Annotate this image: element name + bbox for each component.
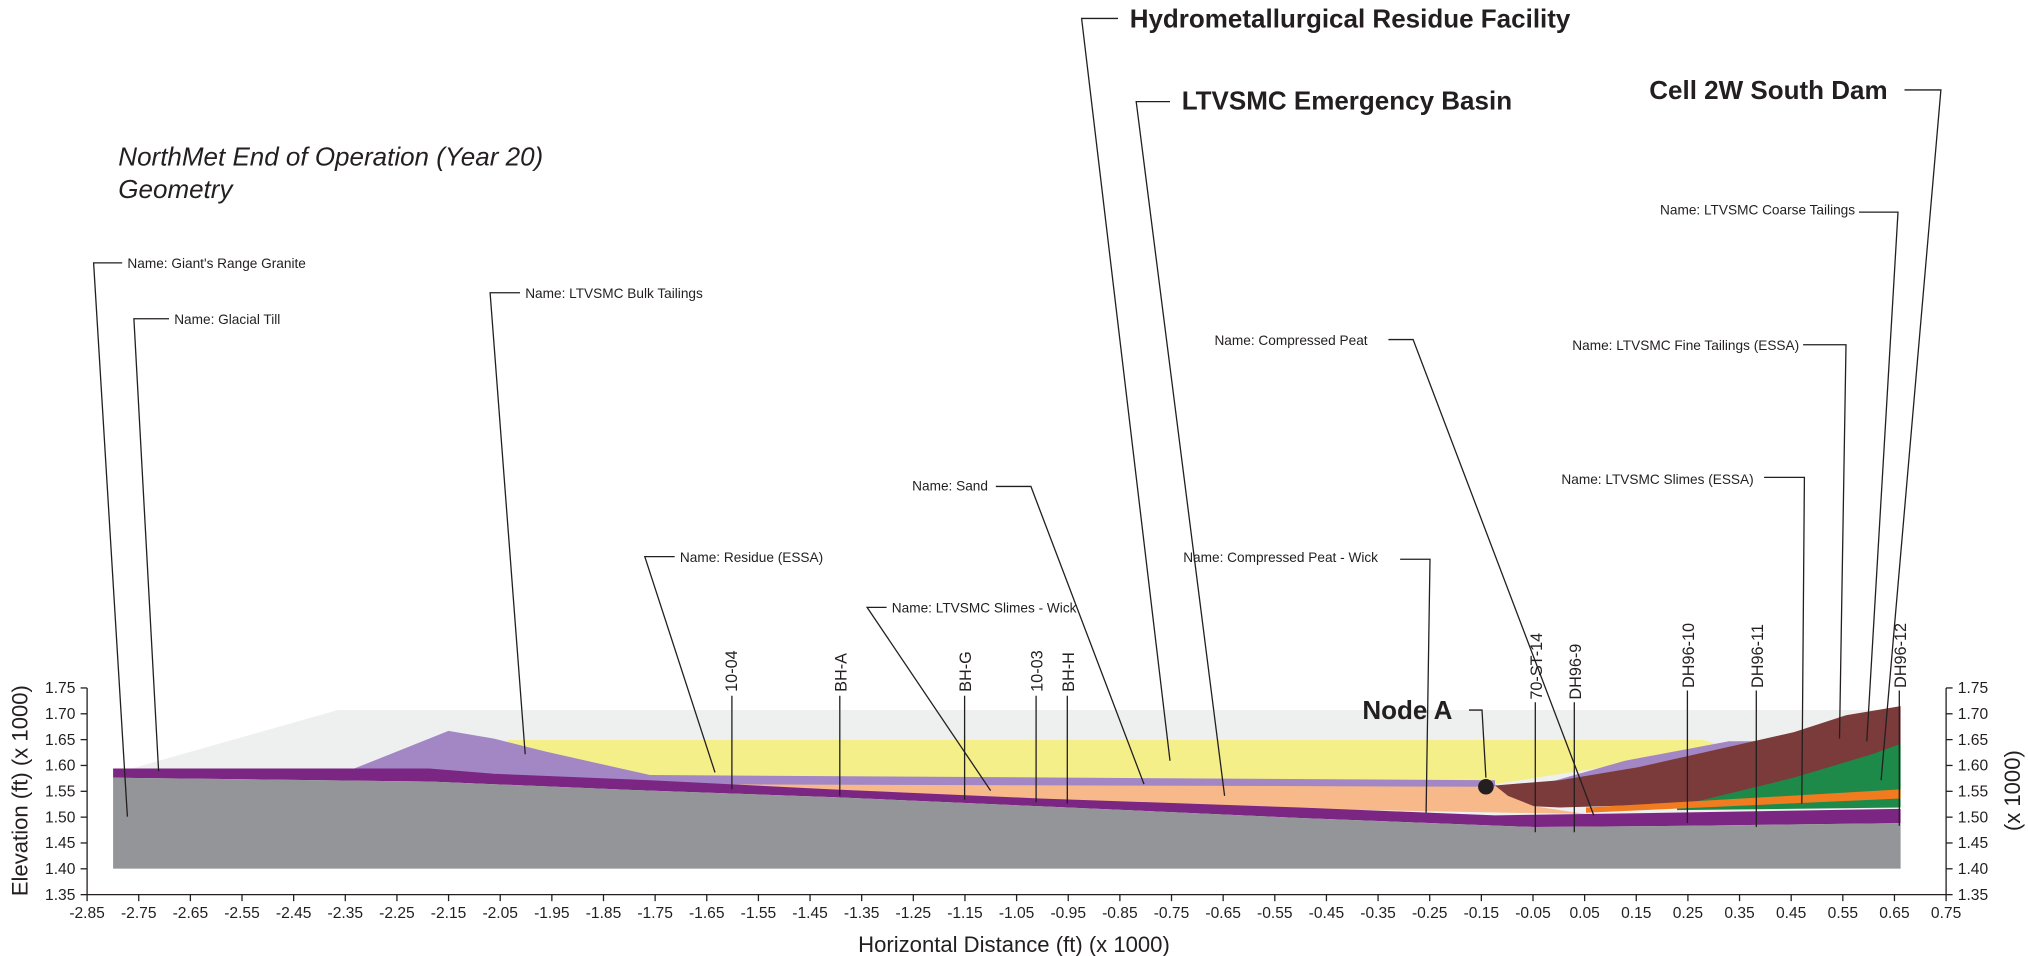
x-tick-label: -2.75 <box>121 905 157 922</box>
leader-line <box>1136 102 1224 796</box>
material-label: Name: Residue (ESSA) <box>680 550 823 565</box>
material-label: Name: LTVSMC Slimes - Wick <box>892 601 1077 616</box>
material-label: Name: LTVSMC Fine Tailings (ESSA) <box>1572 338 1799 353</box>
x-tick-label: -1.05 <box>999 905 1035 922</box>
y-tick-label: 1.75 <box>45 680 76 697</box>
y2-tick-label: 1.45 <box>1958 835 1989 852</box>
material-label: Name: Sand <box>912 478 988 493</box>
borehole-label: 10-04 <box>723 650 741 692</box>
y2-tick-label: 1.60 <box>1958 758 1989 775</box>
material-label: Name: Giant's Range Granite <box>127 256 306 271</box>
x-tick-label: -2.25 <box>379 905 415 922</box>
x-tick-label: -0.35 <box>1360 905 1396 922</box>
y-tick-label: 1.70 <box>45 706 76 723</box>
leader-line <box>134 319 169 771</box>
node-label: Node A <box>1362 695 1452 725</box>
leader-line <box>490 293 525 755</box>
x-tick-label: 0.15 <box>1621 905 1652 922</box>
x-tick-label: -1.55 <box>741 905 777 922</box>
y-tick-label: 1.50 <box>45 809 76 826</box>
layers <box>113 706 1901 869</box>
chart-title: NorthMet End of Operation (Year 20) <box>118 141 543 171</box>
x-tick-label: -2.65 <box>173 905 209 922</box>
x-tick-label: -1.85 <box>586 905 622 922</box>
y-axis-title: Elevation (ft) (x 1000) <box>7 685 32 896</box>
borehole-label: BH-H <box>1060 652 1078 692</box>
y2-tick-label: 1.70 <box>1958 706 1989 723</box>
y-tick-label: 1.40 <box>45 861 76 878</box>
material-label: Name: Compressed Peat <box>1214 333 1367 348</box>
x-tick-label: -1.45 <box>792 905 828 922</box>
y2-tick-label: 1.75 <box>1958 680 1989 697</box>
y2-tick-label: 1.50 <box>1958 809 1989 826</box>
x-tick-label: -2.35 <box>328 905 364 922</box>
x-tick-label: -0.85 <box>1102 905 1138 922</box>
x-tick-label: 0.55 <box>1828 905 1859 922</box>
leader-line <box>94 263 128 817</box>
x-tick-label: -0.55 <box>1257 905 1293 922</box>
borehole-label: DH96-10 <box>1680 623 1698 688</box>
page: {"chart_data":{"type":"cross-section", "… <box>0 0 2028 956</box>
facility-label: LTVSMC Emergency Basin <box>1182 85 1512 115</box>
x-tick-label: -0.65 <box>1205 905 1241 922</box>
y-tick-label: 1.35 <box>45 887 76 904</box>
x-tick-label: -1.65 <box>689 905 725 922</box>
facility-label: Cell 2W South Dam <box>1649 75 1887 105</box>
y-tick-label: 1.65 <box>45 732 76 749</box>
leader-line <box>1803 345 1846 739</box>
y-tick-label: 1.45 <box>45 835 76 852</box>
y2-tick-label: 1.55 <box>1958 784 1989 801</box>
node-marker <box>1478 779 1494 795</box>
x-tick-label: -1.75 <box>637 905 673 922</box>
borehole-label: 10-03 <box>1029 650 1047 692</box>
x-tick-label: -0.45 <box>1309 905 1345 922</box>
y2-tick-label: 1.40 <box>1958 861 1989 878</box>
borehole-label: BH-G <box>957 651 975 692</box>
y2-tick-label: 1.65 <box>1958 732 1989 749</box>
material-label: Name: LTVSMC Coarse Tailings <box>1660 203 1855 218</box>
x-tick-label: 0.65 <box>1879 905 1910 922</box>
x-tick-label: -2.85 <box>69 905 105 922</box>
x-tick-label: -0.25 <box>1412 905 1448 922</box>
x-tick-label: 0.05 <box>1569 905 1600 922</box>
borehole-label: DH96-9 <box>1567 644 1585 700</box>
x-tick-label: -2.45 <box>276 905 312 922</box>
x-tick-label: -2.05 <box>482 905 518 922</box>
x-tick-label: -0.75 <box>1154 905 1190 922</box>
x-tick-label: -1.15 <box>947 905 983 922</box>
x-tick-label: -0.15 <box>1464 905 1500 922</box>
chart: NorthMet End of Operation (Year 20) Geom… <box>0 0 2028 956</box>
borehole-label: DH96-11 <box>1749 624 1767 688</box>
y-tick-label: 1.60 <box>45 758 76 775</box>
borehole-label: BH-A <box>832 653 850 692</box>
material-label: Name: Compressed Peat - Wick <box>1183 550 1378 565</box>
material-label: Name: LTVSMC Slimes (ESSA) <box>1561 472 1753 487</box>
x-tick-label: -0.05 <box>1515 905 1551 922</box>
borehole-label: DH96-12 <box>1892 623 1910 688</box>
x-tick-label: -1.95 <box>534 905 570 922</box>
leader-line <box>1082 18 1170 760</box>
material-label: Name: Glacial Till <box>174 312 280 327</box>
y2-tick-label: 1.35 <box>1958 887 1989 904</box>
x-tick-label: -0.95 <box>1050 905 1086 922</box>
x-tick-label: 0.35 <box>1724 905 1755 922</box>
x-tick-label: 0.25 <box>1673 905 1704 922</box>
y2-axis-title: (x 1000) <box>2000 750 2025 831</box>
x-tick-label: -1.35 <box>844 905 880 922</box>
x-axis-title: Horizontal Distance (ft) (x 1000) <box>858 932 1170 956</box>
leader-line <box>1881 90 1941 780</box>
borehole-label: 70-ST-14 <box>1528 633 1546 700</box>
x-tick-label: 0.75 <box>1931 905 1962 922</box>
facility-label: Hydrometallurgical Residue Facility <box>1130 4 1571 34</box>
chart-title: Geometry <box>118 174 234 204</box>
material-label: Name: LTVSMC Bulk Tailings <box>525 286 703 301</box>
x-tick-label: 0.45 <box>1776 905 1807 922</box>
x-tick-label: -1.25 <box>896 905 932 922</box>
x-tick-label: -2.15 <box>431 905 467 922</box>
x-tick-label: -2.55 <box>224 905 260 922</box>
y-tick-label: 1.55 <box>45 784 76 801</box>
